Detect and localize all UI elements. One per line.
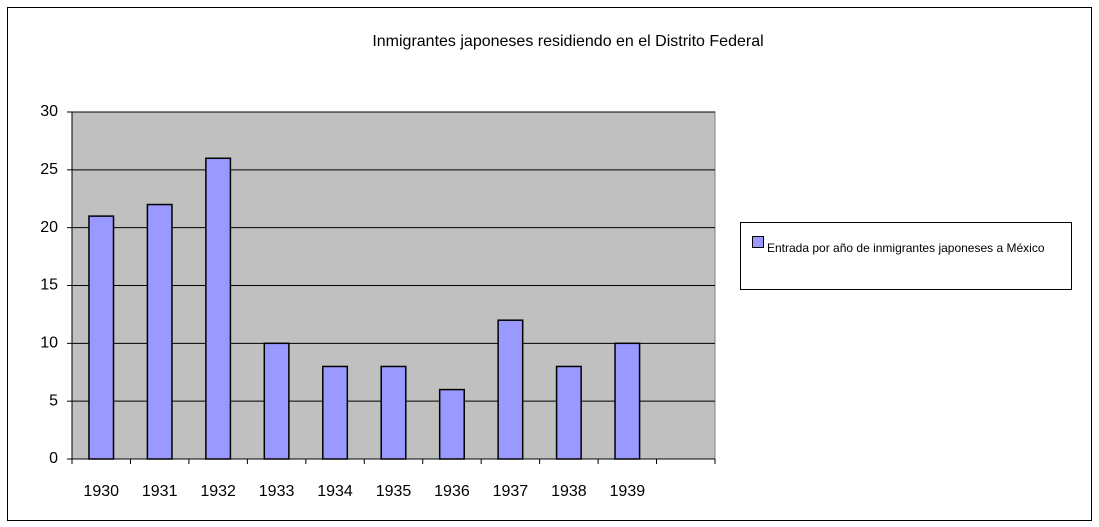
y-tick-label: 30 [40,103,58,120]
x-tick-label: 1934 [317,483,353,500]
x-tick-label: 1938 [551,483,587,500]
x-tick-label: 1930 [83,483,119,500]
bar [614,342,641,460]
chart-title: Inmigrantes japoneses residiendo en el D… [372,33,763,50]
bar [205,157,232,460]
y-tick-label: 20 [40,219,58,236]
x-tick-label: 1939 [610,483,646,500]
bar [263,342,290,460]
x-tick-label: 1933 [259,483,295,500]
x-tick-label: 1935 [376,483,412,500]
legend-label: Entrada por año de inmigrantes japoneses… [767,241,1045,255]
bar [146,203,173,460]
bar [88,215,115,460]
y-tick-label: 5 [49,392,58,409]
y-tick-label: 15 [40,277,58,294]
legend-swatch [752,236,764,248]
bar [322,365,349,460]
bar [555,365,582,460]
y-tick-label: 25 [40,161,58,178]
x-tick-label: 1936 [434,483,470,500]
legend: Entrada por año de inmigrantes japoneses… [740,222,1072,290]
bar [438,388,465,460]
bar [497,319,524,460]
y-tick-label: 10 [40,335,58,352]
bar [380,365,407,460]
y-tick-label: 0 [49,450,58,467]
x-tick-label: 1931 [142,483,178,500]
x-tick-label: 1932 [200,483,236,500]
x-tick-label: 1937 [493,483,529,500]
